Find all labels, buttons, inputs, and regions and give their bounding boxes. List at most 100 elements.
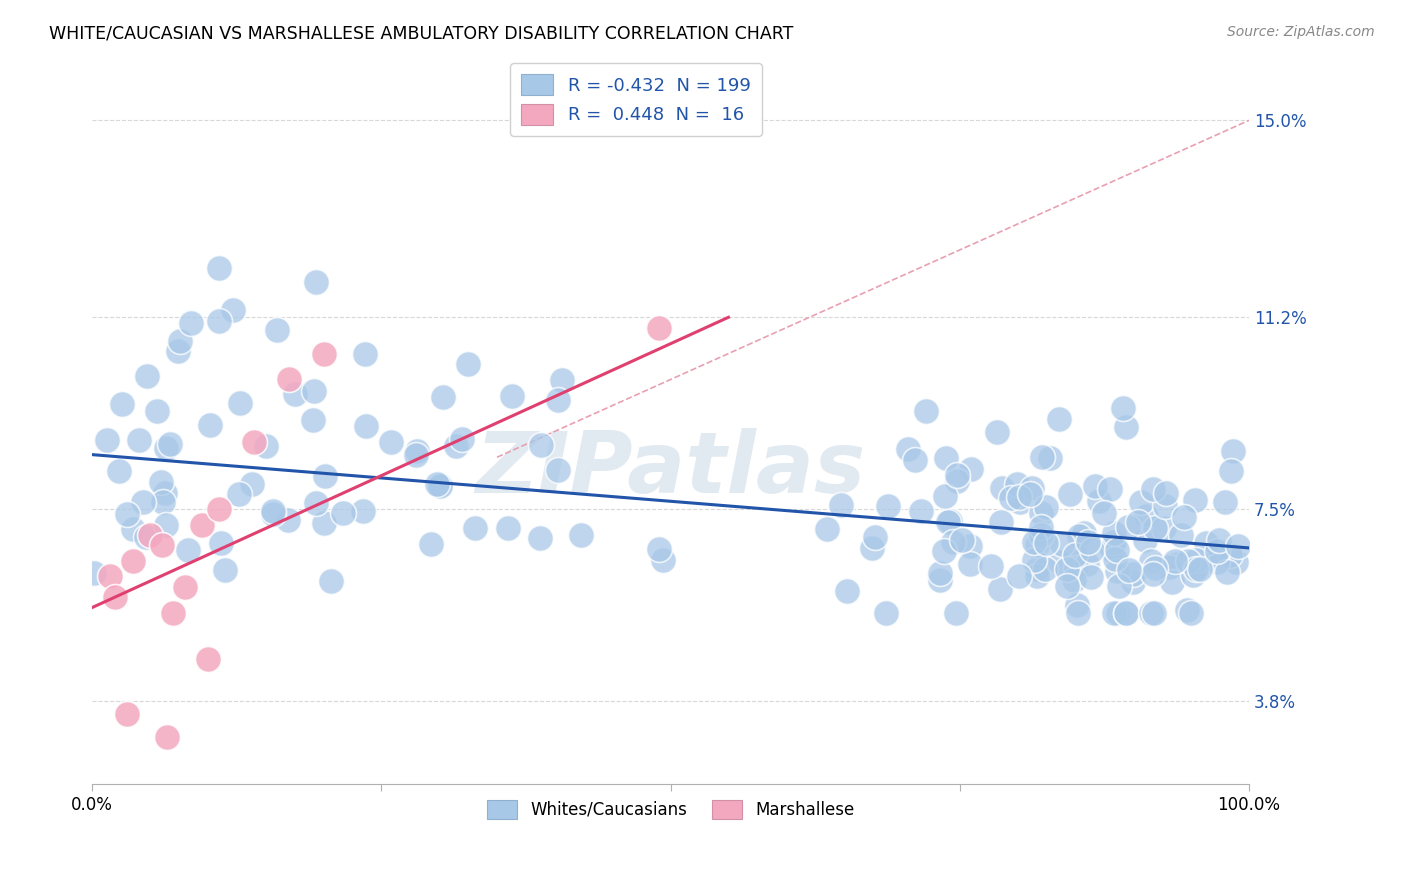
Point	[1140, 606, 1163, 620]
Point	[1143, 606, 1166, 620]
Point	[1035, 500, 1057, 514]
Point	[1063, 573, 1085, 587]
Point	[936, 515, 959, 529]
Point	[98, 569, 121, 583]
Point	[159, 436, 181, 450]
Point	[910, 504, 932, 518]
Point	[875, 606, 897, 620]
Point	[302, 413, 325, 427]
Point	[1215, 495, 1237, 509]
Point	[1084, 479, 1107, 493]
Point	[1225, 555, 1247, 569]
Point	[1007, 491, 1029, 505]
Point	[155, 441, 177, 455]
Point	[1112, 401, 1135, 415]
Point	[155, 518, 177, 533]
Point	[1156, 486, 1178, 500]
Point	[1115, 606, 1137, 620]
Point	[429, 479, 451, 493]
Point	[104, 590, 127, 604]
Point	[229, 396, 252, 410]
Point	[1102, 606, 1125, 620]
Point	[1126, 515, 1149, 529]
Point	[990, 515, 1012, 529]
Point	[128, 433, 150, 447]
Point	[405, 444, 427, 458]
Point	[83, 566, 105, 580]
Point	[1181, 567, 1204, 582]
Point	[457, 358, 479, 372]
Point	[950, 533, 973, 547]
Point	[197, 652, 219, 666]
Point	[1031, 450, 1053, 465]
Point	[1031, 528, 1053, 542]
Point	[1073, 526, 1095, 541]
Point	[1025, 562, 1047, 576]
Point	[1105, 542, 1128, 557]
Point	[935, 451, 957, 466]
Point	[208, 314, 231, 328]
Point	[420, 537, 443, 551]
Text: WHITE/CAUCASIAN VS MARSHALLESE AMBULATORY DISABILITY CORRELATION CHART: WHITE/CAUCASIAN VS MARSHALLESE AMBULATOR…	[49, 25, 793, 43]
Point	[934, 489, 956, 503]
Point	[1039, 451, 1062, 466]
Point	[1021, 481, 1043, 495]
Point	[1088, 494, 1111, 508]
Point	[191, 517, 214, 532]
Point	[1175, 603, 1198, 617]
Point	[1035, 535, 1057, 549]
Point	[986, 425, 1008, 439]
Point	[1052, 537, 1074, 551]
Point	[915, 404, 938, 418]
Point	[162, 606, 184, 620]
Point	[429, 478, 451, 492]
Point	[980, 559, 1002, 574]
Point	[945, 606, 967, 620]
Point	[1108, 578, 1130, 592]
Point	[243, 434, 266, 449]
Point	[959, 462, 981, 476]
Point	[1153, 499, 1175, 513]
Point	[150, 538, 173, 552]
Point	[1142, 482, 1164, 496]
Point	[863, 530, 886, 544]
Point	[1077, 535, 1099, 549]
Point	[1143, 561, 1166, 575]
Point	[860, 541, 883, 555]
Point	[266, 323, 288, 337]
Point	[1144, 521, 1167, 535]
Point	[1031, 520, 1053, 534]
Point	[302, 384, 325, 399]
Point	[121, 522, 143, 536]
Point	[176, 542, 198, 557]
Point	[121, 554, 143, 568]
Point	[263, 507, 285, 521]
Point	[353, 347, 375, 361]
Point	[551, 372, 574, 386]
Point	[1160, 575, 1182, 590]
Point	[932, 544, 955, 558]
Point	[1170, 527, 1192, 541]
Point	[1008, 569, 1031, 583]
Point	[1101, 543, 1123, 558]
Point	[254, 439, 277, 453]
Point	[1184, 553, 1206, 567]
Point	[1219, 548, 1241, 562]
Point	[1064, 561, 1087, 575]
Point	[1102, 534, 1125, 549]
Point	[547, 463, 569, 477]
Point	[959, 557, 981, 571]
Point	[1177, 554, 1199, 568]
Point	[1140, 553, 1163, 567]
Point	[135, 530, 157, 544]
Point	[648, 320, 671, 334]
Point	[942, 535, 965, 549]
Point	[945, 468, 967, 483]
Point	[1188, 562, 1211, 576]
Point	[1033, 562, 1056, 576]
Point	[464, 521, 486, 535]
Point	[1135, 508, 1157, 523]
Point	[1067, 553, 1090, 567]
Point	[1180, 606, 1202, 620]
Point	[877, 499, 900, 513]
